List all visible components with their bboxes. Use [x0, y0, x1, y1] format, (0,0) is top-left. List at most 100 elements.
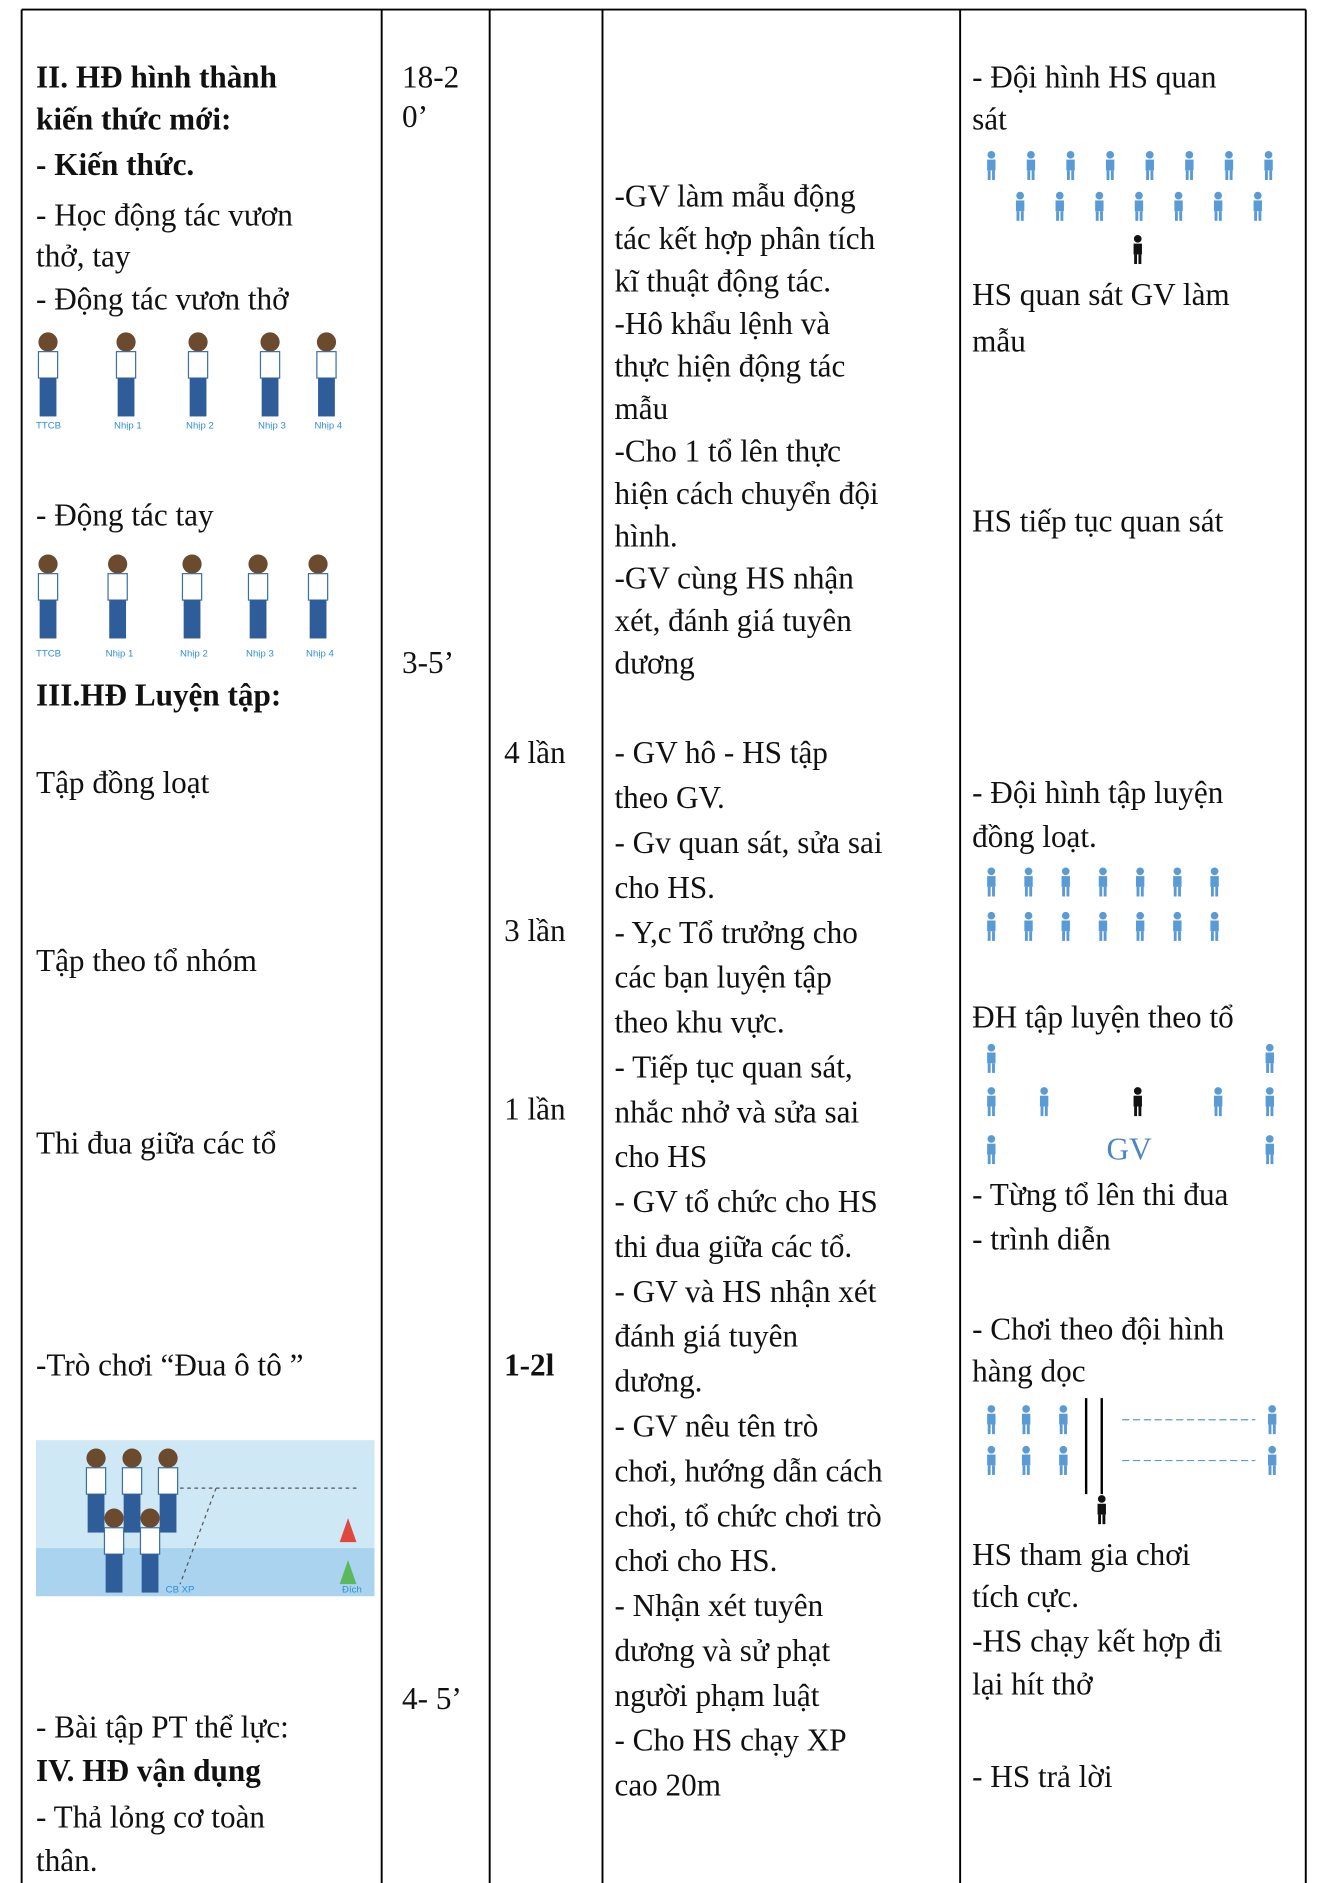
figure-body [247, 573, 269, 601]
figure-head [308, 554, 328, 574]
person-icon [1024, 867, 1033, 897]
cell-text: hiện cách chuyển đội [614, 476, 878, 511]
figure-label: TTCB [36, 649, 61, 660]
figure-legs [261, 378, 279, 417]
figure-body [181, 573, 203, 601]
cell-text: 1 lần [504, 1092, 566, 1127]
cell-text: - Động tác tay [36, 498, 214, 533]
cell-text: chơi cho HS. [614, 1543, 777, 1578]
figure-head [86, 1448, 106, 1468]
figure-legs [87, 1494, 105, 1533]
person-icon [1264, 150, 1273, 181]
person-icon [1021, 1405, 1031, 1435]
table-grid [20, 8, 1307, 1883]
figure-legs [117, 378, 135, 417]
person-icon [1095, 191, 1104, 221]
cell-text: người phạm luật [614, 1678, 819, 1713]
cell-text: - Bài tập PT thể lực: [36, 1710, 289, 1745]
person-icon [1265, 1135, 1274, 1165]
figure-head [108, 554, 128, 574]
figure-body [121, 1467, 143, 1495]
figure-label: Nhịp 1 [114, 421, 142, 432]
figure-head [38, 554, 58, 574]
cell-text: - Cho HS chạy XP [614, 1723, 846, 1758]
figure-legs [183, 600, 201, 639]
cell-text: - GV nêu tên trò [614, 1409, 818, 1444]
person-icon [1134, 191, 1144, 221]
figure-body [139, 1527, 161, 1555]
cell-text: - Y,c Tổ trưởng cho [614, 915, 857, 950]
person-icon [1267, 1445, 1277, 1475]
person-icon [987, 1087, 996, 1117]
cell-text: -GV làm mẫu động [614, 178, 855, 213]
cell-text: hàng dọc [972, 1353, 1085, 1388]
cell-text: -GV cùng HS nhận [614, 561, 854, 596]
cell-text: thân. [36, 1843, 98, 1878]
cell-text: - Thả lỏng cơ toàn [36, 1800, 265, 1835]
cell-text: 0’ [402, 99, 428, 134]
person-icon [1066, 150, 1075, 181]
cell-text: mẫu [614, 391, 668, 426]
cell-text: thở, tay [36, 238, 131, 273]
figure-label: Nhịp 4 [314, 421, 342, 432]
figure-body [187, 351, 209, 379]
person-icon [1210, 911, 1219, 941]
cell-text: 3 lần [504, 913, 566, 948]
person-icon [1265, 1087, 1274, 1117]
person-icon [1055, 191, 1064, 221]
figure-label: Nhịp 3 [246, 649, 274, 660]
cell-text: hình. [614, 518, 677, 553]
figure-head [248, 554, 268, 574]
figure-body [307, 573, 329, 601]
person-icon [1133, 234, 1142, 265]
figure-head [104, 1508, 124, 1528]
cell-text: HS tiếp tục quan sát [972, 504, 1224, 539]
game-illustration [36, 1440, 375, 1597]
cell-text: cao 20m [614, 1768, 721, 1803]
person-icon [1039, 1087, 1049, 1117]
cell-text: - Đội hình tập luyện [972, 775, 1224, 810]
cell-text: 4- 5’ [402, 1681, 462, 1716]
person-icon [1098, 911, 1108, 941]
figure-label: Nhịp 2 [180, 649, 208, 660]
figure-head [316, 332, 337, 352]
person-icon [987, 1135, 996, 1165]
figure-head [188, 332, 208, 352]
cell-text: đánh giá tuyên [614, 1319, 798, 1354]
game-label: CB XP [166, 1585, 195, 1596]
cell-text: chơi, hướng dẫn cách [614, 1453, 883, 1488]
person-icon [1015, 191, 1025, 221]
person-icon [1026, 150, 1036, 181]
cell-text: dương. [614, 1364, 702, 1399]
cell-text: lại hít thở [972, 1667, 1093, 1702]
cell-text: tác kết hợp phân tích [614, 221, 875, 256]
cell-text: theo khu vực. [614, 1005, 784, 1040]
figure-legs [39, 600, 57, 639]
cell-text: 18-2 [402, 60, 459, 95]
cell-text: dương và sử phạt [614, 1633, 830, 1668]
person-icon [987, 1445, 996, 1475]
person-icon [1059, 1405, 1068, 1435]
figure-legs [318, 378, 335, 417]
cell-text: thực hiện động tác [614, 348, 845, 383]
cell-text: 4 lần [504, 735, 566, 770]
cell-text: - Nhận xét tuyên [614, 1588, 823, 1623]
cell-text: mẫu [972, 324, 1026, 359]
person-icon [1213, 191, 1223, 221]
cell-text: HS quan sát GV làm [972, 277, 1230, 312]
cell-text: -Hô khẩu lệnh và [614, 306, 830, 341]
cell-text: Tập theo tổ nhóm [36, 943, 257, 978]
cell-text: - GV hô - HS tập [614, 735, 827, 770]
figure-head [116, 332, 136, 352]
figure-body [157, 1467, 179, 1495]
person-icon [1265, 1043, 1274, 1073]
cell-text: III.HĐ Luyện tập: [36, 678, 281, 713]
cell-text: Tập đồng loạt [36, 765, 210, 800]
cell-text: dương [614, 646, 694, 681]
figure-label: Nhịp 1 [106, 649, 134, 660]
figure-label: TTCB [36, 421, 61, 432]
cell-text: Thi đua giữa các tổ [36, 1125, 276, 1160]
cell-text: -Trò chơi “Đua ô tô ” [36, 1347, 303, 1382]
figure-head [140, 1508, 160, 1528]
